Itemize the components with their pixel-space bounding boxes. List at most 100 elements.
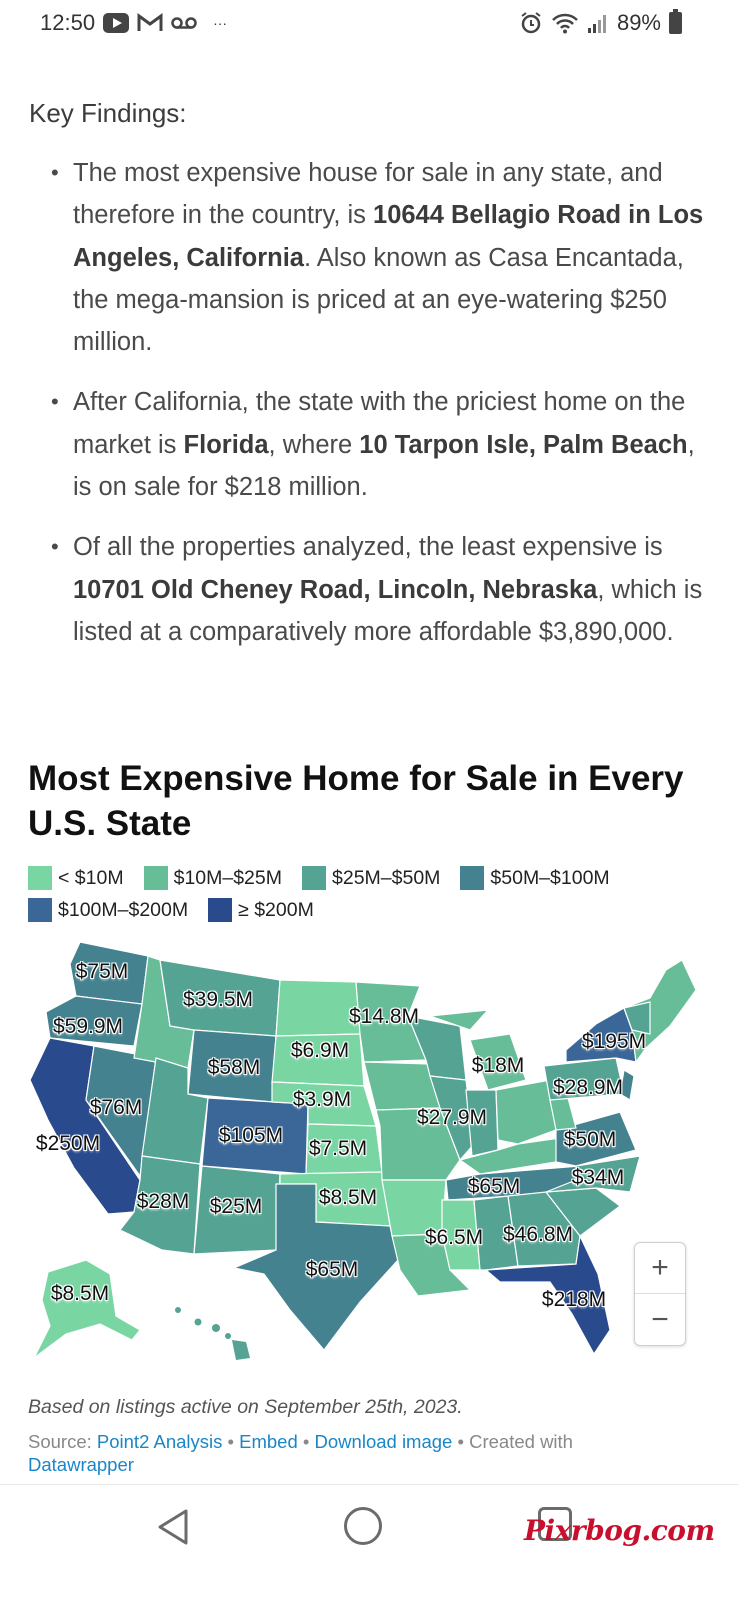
legend-swatch xyxy=(143,866,168,890)
map-value-label: $195M xyxy=(581,1030,647,1053)
map-value-label: $76M xyxy=(89,1096,143,1119)
download-image-link[interactable]: Download image xyxy=(314,1431,453,1452)
map-value-label: $218M xyxy=(541,1288,607,1311)
state-new-england[interactable] xyxy=(623,959,697,1064)
map-value-label: $18M xyxy=(471,1054,525,1077)
finding-text: After California, the state with the pri… xyxy=(73,388,686,459)
legend-item: $50M–$100M xyxy=(460,866,610,890)
us-map[interactable]: $75M $59.9M $250M $76M $39.5M $58M $105M $28M $2… xyxy=(20,930,710,1370)
state-ohio[interactable] xyxy=(495,1079,557,1145)
map-value-label: $3.9M xyxy=(292,1088,352,1111)
navigation-bar xyxy=(0,1485,738,1600)
alarm-icon xyxy=(521,12,541,34)
gmail-icon xyxy=(137,13,163,31)
finding-text: , which is listed at a comparatively mor… xyxy=(73,575,703,646)
finding-item: • The most expensive house for sale in an… xyxy=(29,152,719,363)
status-right: 89% xyxy=(519,9,682,36)
map-value-label: $34M xyxy=(571,1166,625,1189)
legend-item: < $10M xyxy=(28,866,124,890)
zoom-in-button[interactable]: + xyxy=(635,1243,685,1294)
legend-item: $25M–$50M xyxy=(302,866,440,890)
map-value-label: $14.8M xyxy=(348,1005,420,1028)
home-icon[interactable] xyxy=(344,1507,382,1545)
map-value-label: $7.5M xyxy=(308,1137,368,1160)
map-value-label: $58M xyxy=(207,1056,261,1079)
state-michigan[interactable] xyxy=(429,1009,527,1091)
chart-legend: < $10M $10M–$25M $25M–$50M $50M–$100M $100M–… xyxy=(28,866,718,922)
map-value-label: $46.8M xyxy=(502,1223,574,1246)
separator: • xyxy=(297,1431,315,1452)
state-florida[interactable] xyxy=(484,1233,611,1356)
legend-label: $10M–$25M xyxy=(173,866,282,889)
state-north-carolina[interactable] xyxy=(545,1155,641,1193)
map-value-label: $59.9M xyxy=(52,1015,124,1038)
legend-swatch xyxy=(302,866,326,890)
map-value-label: $8.5M xyxy=(50,1282,110,1305)
state-vermont-nh[interactable] xyxy=(623,1001,651,1035)
more-notifications-icon: ··· xyxy=(213,15,228,31)
map-value-label: $25M xyxy=(209,1195,263,1218)
status-left: 12:50 ··· xyxy=(40,10,227,36)
bullet: • xyxy=(51,534,59,560)
state-illinois[interactable] xyxy=(429,1075,475,1162)
legend-swatch xyxy=(208,898,233,922)
finding-text: . Also known as Casa Encantada, the mega… xyxy=(73,243,684,357)
map-value-label: $50M xyxy=(563,1128,617,1151)
map-value-label: $65M xyxy=(305,1258,359,1281)
recent-apps-icon[interactable] xyxy=(538,1507,572,1541)
us-map-svg[interactable] xyxy=(20,930,710,1370)
source-prefix: Source: xyxy=(28,1431,97,1452)
voicemail-icon xyxy=(171,17,197,29)
map-zoom-control: + − xyxy=(634,1242,686,1346)
legend-label: $25M–$50M xyxy=(332,866,441,889)
finding-item: • Of all the properties analyzed, the lea… xyxy=(29,526,719,653)
legend-label: $50M–$100M xyxy=(490,866,610,889)
chart-note: Based on listings active on September 25… xyxy=(28,1396,463,1418)
key-findings-heading: Key Findings: xyxy=(29,98,187,128)
finding-text: , is on sale for $218 million. xyxy=(73,430,695,502)
findings-list: • The most expensive house for sale in an… xyxy=(29,152,719,671)
zoom-out-button[interactable]: − xyxy=(651,1302,669,1336)
map-value-label: $39.5M xyxy=(182,988,254,1011)
legend-swatch xyxy=(460,866,485,890)
finding-emphasis: 10701 Old Cheney Road, Lincoln, Nebraska xyxy=(73,575,598,604)
finding-text: Of all the properties analyzed, the leas… xyxy=(73,533,663,562)
map-value-label: $250M xyxy=(35,1132,101,1155)
state-north-dakota[interactable] xyxy=(275,979,361,1037)
legend-swatch xyxy=(28,866,52,890)
map-value-label: $6.5M xyxy=(424,1226,484,1249)
state-mississippi[interactable] xyxy=(441,1199,481,1271)
nav-divider xyxy=(0,1484,738,1485)
separator: • xyxy=(452,1431,470,1452)
clock: 12:50 xyxy=(40,10,96,35)
state-arizona[interactable] xyxy=(119,1155,201,1255)
state-texas[interactable] xyxy=(231,1183,399,1351)
state-oregon[interactable] xyxy=(45,995,143,1047)
source-link[interactable]: Point2 Analysis xyxy=(96,1431,223,1452)
legend-item: ≥ $200M xyxy=(208,898,314,922)
state-new-jersey[interactable] xyxy=(619,1069,635,1101)
separator: • xyxy=(222,1431,240,1452)
created-with-text: Created with xyxy=(469,1431,573,1452)
state-alaska[interactable] xyxy=(33,1259,141,1359)
finding-emphasis: 10 Tarpon Isle, Palm Beach xyxy=(359,430,688,459)
legend-swatch xyxy=(28,898,52,922)
embed-link[interactable]: Embed xyxy=(239,1431,298,1452)
datawrapper-link[interactable]: Datawrapper xyxy=(28,1454,134,1475)
watermark: Pixrbog.com xyxy=(524,1514,715,1547)
state-virginia[interactable] xyxy=(555,1111,637,1167)
back-icon[interactable] xyxy=(154,1507,190,1547)
wifi-icon xyxy=(552,13,578,34)
legend-label: < $10M xyxy=(58,866,124,889)
legend-item: $100M–$200M xyxy=(28,898,188,922)
youtube-icon xyxy=(103,13,130,33)
status-bar: 12:50 ··· 89% xyxy=(0,0,738,50)
signal-icon xyxy=(587,15,606,33)
state-alabama[interactable] xyxy=(473,1195,519,1271)
chart-source: Source: Point2 Analysis • Embed • Downlo… xyxy=(28,1430,688,1476)
map-value-label: $105M xyxy=(218,1124,284,1147)
legend-label: $100M–$200M xyxy=(58,898,189,921)
state-hawaii[interactable] xyxy=(175,1307,250,1360)
battery-percent: 89% xyxy=(616,10,661,35)
map-value-label: $6.9M xyxy=(290,1039,350,1062)
